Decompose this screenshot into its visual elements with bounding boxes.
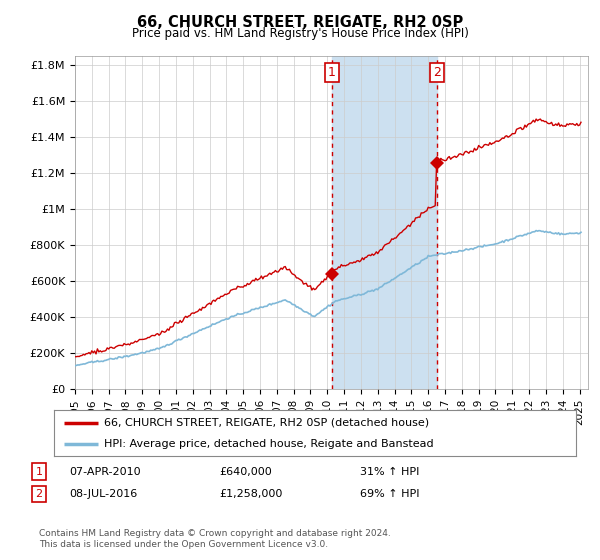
Text: 08-JUL-2016: 08-JUL-2016 xyxy=(69,489,137,499)
Text: 2: 2 xyxy=(433,66,441,79)
Text: 07-APR-2010: 07-APR-2010 xyxy=(69,466,140,477)
Text: 1: 1 xyxy=(35,466,43,477)
Bar xyxy=(332,56,437,389)
Text: 2: 2 xyxy=(35,489,43,499)
Text: £1,258,000: £1,258,000 xyxy=(219,489,283,499)
Text: Price paid vs. HM Land Registry's House Price Index (HPI): Price paid vs. HM Land Registry's House … xyxy=(131,27,469,40)
Text: Contains HM Land Registry data © Crown copyright and database right 2024.
This d: Contains HM Land Registry data © Crown c… xyxy=(39,529,391,549)
Text: 31% ↑ HPI: 31% ↑ HPI xyxy=(360,466,419,477)
Text: 66, CHURCH STREET, REIGATE, RH2 0SP: 66, CHURCH STREET, REIGATE, RH2 0SP xyxy=(137,15,463,30)
Text: 66, CHURCH STREET, REIGATE, RH2 0SP (detached house): 66, CHURCH STREET, REIGATE, RH2 0SP (det… xyxy=(104,418,429,428)
Text: 69% ↑ HPI: 69% ↑ HPI xyxy=(360,489,419,499)
Text: 1: 1 xyxy=(328,66,336,79)
Text: £640,000: £640,000 xyxy=(219,466,272,477)
Text: HPI: Average price, detached house, Reigate and Banstead: HPI: Average price, detached house, Reig… xyxy=(104,439,433,449)
